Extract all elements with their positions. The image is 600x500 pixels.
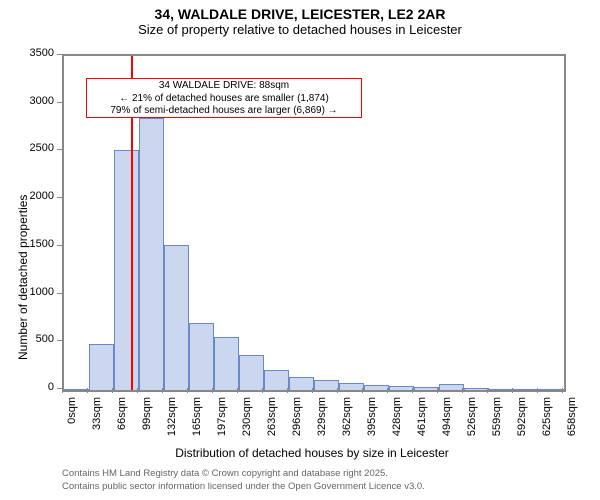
histogram-bar [189, 323, 214, 390]
histogram-bar [339, 383, 364, 390]
x-tick-label: 99sqm [141, 397, 153, 430]
x-tick-label: 296sqm [291, 397, 303, 436]
y-tick-label: 3000 [30, 95, 54, 107]
x-tick [187, 388, 188, 393]
histogram-bar [514, 389, 539, 390]
chart-title: 34, WALDALE DRIVE, LEICESTER, LE2 2AR [0, 0, 600, 22]
y-tick-label: 2000 [30, 190, 54, 202]
callout-line: 79% of semi-detached houses are larger (… [87, 105, 361, 118]
callout-line: 34 WALDALE DRIVE: 88sqm [87, 80, 361, 93]
histogram-bar [439, 384, 464, 390]
histogram-bar [314, 380, 339, 390]
histogram-bar [239, 355, 264, 390]
x-tick [212, 388, 213, 393]
x-tick-label: 230sqm [241, 397, 253, 436]
histogram-bar [214, 337, 239, 390]
x-tick [462, 388, 463, 393]
x-tick-label: 494sqm [441, 397, 453, 436]
x-tick-label: 132sqm [166, 397, 178, 436]
x-tick-label: 395sqm [366, 397, 378, 436]
y-tick [57, 340, 62, 341]
y-tick-label: 2500 [30, 142, 54, 154]
x-tick [537, 388, 538, 393]
x-tick [162, 388, 163, 393]
x-axis-label: Distribution of detached houses by size … [62, 446, 562, 460]
x-tick-label: 461sqm [416, 397, 428, 436]
histogram-bar [489, 389, 514, 390]
y-tick-label: 3500 [30, 47, 54, 59]
x-tick [262, 388, 263, 393]
x-tick [562, 388, 563, 393]
callout-line: ← 21% of detached houses are smaller (1,… [87, 93, 361, 106]
histogram-bar [464, 388, 489, 390]
histogram-bar [89, 344, 114, 390]
y-tick-label: 500 [36, 333, 54, 345]
histogram-bar [114, 150, 139, 390]
x-tick [62, 388, 63, 393]
x-tick-label: 33sqm [91, 397, 103, 430]
x-tick-label: 165sqm [191, 397, 203, 436]
histogram-bar [414, 387, 439, 390]
x-tick-label: 428sqm [391, 397, 403, 436]
chart-subtitle: Size of property relative to detached ho… [0, 22, 600, 37]
x-tick-label: 0sqm [66, 397, 78, 424]
x-tick-label: 526sqm [466, 397, 478, 436]
y-tick-label: 0 [48, 381, 54, 393]
x-tick [237, 388, 238, 393]
y-tick-label: 1000 [30, 286, 54, 298]
plot-area: 34 WALDALE DRIVE: 88sqm← 21% of detached… [62, 54, 566, 392]
x-tick-label: 263sqm [266, 397, 278, 436]
x-tick [87, 388, 88, 393]
x-tick [287, 388, 288, 393]
x-tick-label: 66sqm [116, 397, 128, 430]
histogram-bar [389, 386, 414, 390]
x-tick [437, 388, 438, 393]
x-tick [137, 388, 138, 393]
histogram-bar [64, 389, 89, 390]
x-tick-label: 197sqm [216, 397, 228, 436]
x-tick [362, 388, 363, 393]
x-tick [487, 388, 488, 393]
x-tick [312, 388, 313, 393]
x-tick-label: 592sqm [516, 397, 528, 436]
chart-container: { "title": { "main": "34, WALDALE DRIVE,… [0, 0, 600, 500]
y-tick [57, 149, 62, 150]
footer-line-1: Contains HM Land Registry data © Crown c… [62, 468, 388, 479]
x-tick-label: 329sqm [316, 397, 328, 436]
histogram-bar [264, 370, 289, 390]
x-tick [337, 388, 338, 393]
y-tick-label: 1500 [30, 238, 54, 250]
histogram-bar [164, 245, 189, 390]
x-tick-label: 362sqm [341, 397, 353, 436]
y-axis-label: Number of detached properties [16, 195, 30, 360]
callout-box: 34 WALDALE DRIVE: 88sqm← 21% of detached… [86, 78, 362, 118]
x-tick-label: 625sqm [541, 397, 553, 436]
y-tick [57, 102, 62, 103]
x-tick-label: 658sqm [566, 397, 578, 436]
x-tick [112, 388, 113, 393]
histogram-bar [289, 377, 314, 390]
x-tick [512, 388, 513, 393]
histogram-bar [539, 389, 564, 390]
histogram-bar [364, 385, 389, 390]
x-tick [412, 388, 413, 393]
y-tick [57, 54, 62, 55]
x-tick [387, 388, 388, 393]
histogram-bar [139, 118, 164, 390]
footer-line-2: Contains public sector information licen… [62, 481, 425, 492]
y-tick [57, 197, 62, 198]
x-tick-label: 559sqm [491, 397, 503, 436]
y-tick [57, 245, 62, 246]
y-tick [57, 293, 62, 294]
